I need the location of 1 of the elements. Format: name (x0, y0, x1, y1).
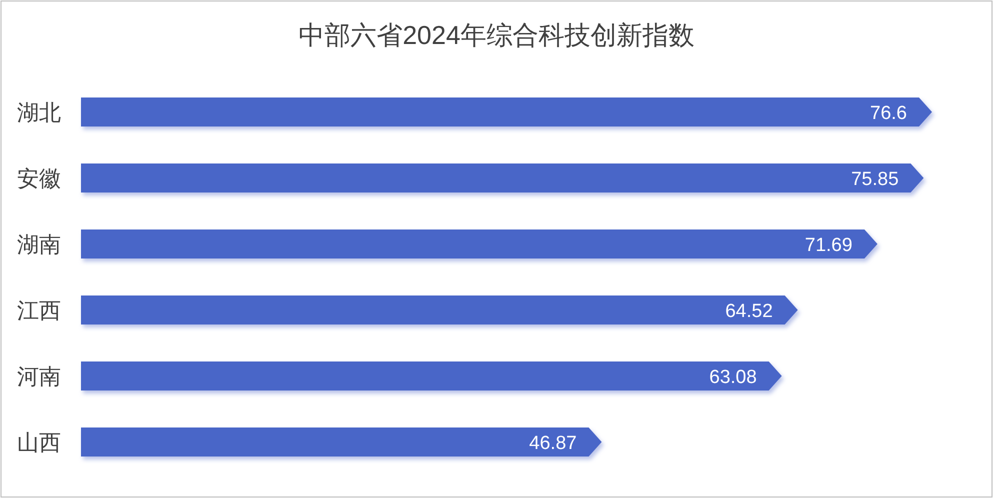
title: 中部六省2024年综合科技创新指数 (298, 20, 694, 50)
